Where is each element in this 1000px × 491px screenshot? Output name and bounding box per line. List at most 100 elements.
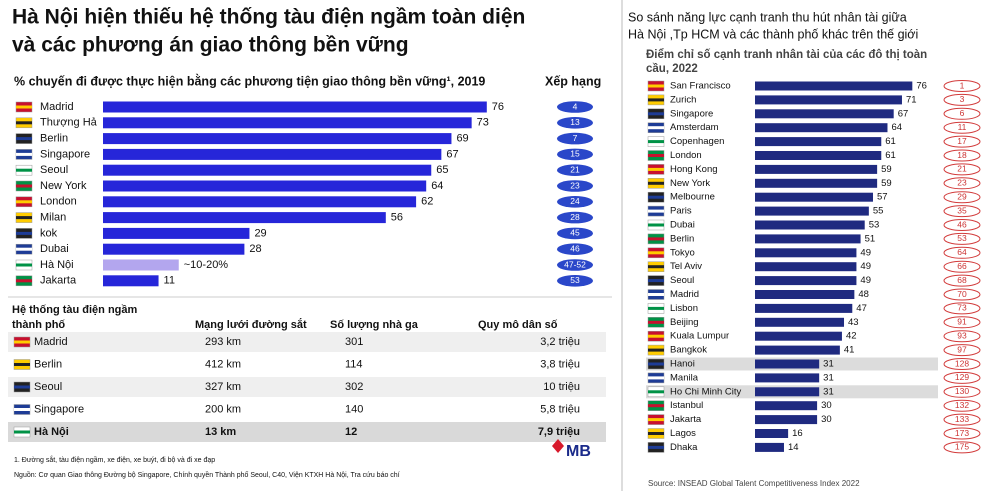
flag-band <box>648 418 664 422</box>
rank-badge <box>943 302 981 315</box>
table-header: Mạng lưới đường sắt <box>195 318 307 331</box>
value-label: 31 <box>823 359 834 370</box>
flag-band <box>648 195 664 199</box>
category-label: New York <box>670 178 710 189</box>
flag-band <box>648 293 664 296</box>
category-label: Melbourne <box>670 192 715 203</box>
table-cell: Hà Nội <box>34 426 69 438</box>
bar <box>755 290 855 299</box>
rank-badge <box>943 177 981 190</box>
flag-band <box>648 140 664 144</box>
flag-band <box>16 279 32 283</box>
rank-badge <box>943 107 981 120</box>
table-cell: 12 <box>345 426 357 438</box>
bar <box>755 81 913 91</box>
chart-title: Điểm chỉ số cạnh tranh nhân tài của các … <box>646 49 927 61</box>
table-cell: 302 <box>345 381 363 393</box>
rank-label: 3 <box>960 94 965 104</box>
flag-band <box>14 408 30 411</box>
category-label: Lagos <box>670 428 696 439</box>
bar <box>755 331 842 341</box>
rank-label: 45 <box>570 228 580 238</box>
row-background <box>8 377 606 397</box>
category-label: Istanbul <box>670 400 703 411</box>
value-label: 76 <box>492 101 504 113</box>
table-header: Hệ thống tàu điện ngầm <box>12 304 137 316</box>
category-label: Jakarta <box>40 275 77 287</box>
rank-label: 29 <box>957 191 967 201</box>
flag-band <box>648 265 664 269</box>
rank-label: 24 <box>570 196 580 206</box>
value-label: 67 <box>898 108 909 119</box>
bar <box>755 359 820 369</box>
category-label: Seoul <box>670 275 694 286</box>
flag-band <box>648 390 664 394</box>
table-cell: 5,8 triệu <box>540 403 580 415</box>
rank-label: 21 <box>570 164 580 174</box>
value-label: 56 <box>391 212 403 224</box>
flag-band <box>16 121 32 125</box>
flag-band <box>648 445 664 449</box>
bar <box>103 164 432 176</box>
value-label: 51 <box>865 233 876 244</box>
flag-band <box>16 216 32 220</box>
rank-label: 11 <box>958 122 967 132</box>
flag-band <box>648 279 664 283</box>
rank-label: 28 <box>570 212 580 222</box>
value-label: 69 <box>456 133 468 145</box>
rank-badge <box>557 211 593 224</box>
value-label: 67 <box>446 148 458 160</box>
rank-label: 53 <box>957 233 967 243</box>
category-label: Berlin <box>40 133 68 145</box>
bar <box>755 345 840 355</box>
rank-label: 21 <box>957 164 967 174</box>
rank-label: 7 <box>573 133 578 143</box>
flag-band <box>648 154 664 157</box>
category-label: Tokyo <box>670 247 695 258</box>
flag-band <box>648 237 664 241</box>
flag-band <box>14 363 30 366</box>
chart-title: % chuyến đi được thực hiện bằng các phươ… <box>14 73 485 88</box>
page-title: và các phương án giao thông bền vững <box>12 34 409 57</box>
bar <box>755 442 784 452</box>
category-label: Manila <box>670 372 699 383</box>
rank-badge <box>557 164 593 176</box>
rank-label: 133 <box>955 414 969 424</box>
footnote: Nguồn: Cơ quan Giao thông Đường bộ Singa… <box>14 470 400 479</box>
rank-label: 46 <box>957 219 967 229</box>
rank-label: 17 <box>957 136 967 146</box>
bar <box>103 148 442 160</box>
bar <box>755 234 861 244</box>
value-label: 59 <box>881 164 892 175</box>
rank-badge <box>943 163 981 176</box>
table-cell: 7,9 triệu <box>538 426 580 438</box>
table-cell: Singapore <box>34 403 84 415</box>
rank-label: 46 <box>570 243 580 253</box>
rank-badge <box>943 385 981 398</box>
flag-band <box>648 209 664 213</box>
flag-band <box>648 181 664 185</box>
value-label: 43 <box>848 317 859 328</box>
category-label: Zurich <box>670 94 696 105</box>
rank-label: 64 <box>957 247 967 257</box>
rank-badge <box>943 288 981 301</box>
source: Source: INSEAD Global Talent Competitive… <box>648 479 860 488</box>
value-label: 47 <box>856 303 867 314</box>
value-label: 48 <box>858 289 869 300</box>
value-label: 14 <box>788 442 799 453</box>
category-label: Tel Aviv <box>670 261 702 272</box>
flag-band <box>16 263 32 267</box>
category-label: Singapore <box>670 108 713 119</box>
rank-badge <box>943 80 981 92</box>
rank-label: 53 <box>570 275 580 285</box>
rank-header: Xếp hạng <box>545 74 601 88</box>
rank-badge <box>557 243 593 255</box>
category-label: Hong Kong <box>670 164 718 175</box>
category-label: Madrid <box>670 289 699 300</box>
category-label: Amsterdam <box>670 122 719 133</box>
flag-band <box>648 404 664 408</box>
value-label: 16 <box>792 428 803 439</box>
rank-badge <box>943 371 981 384</box>
rank-badge <box>557 227 593 240</box>
value-label: 31 <box>823 386 834 397</box>
